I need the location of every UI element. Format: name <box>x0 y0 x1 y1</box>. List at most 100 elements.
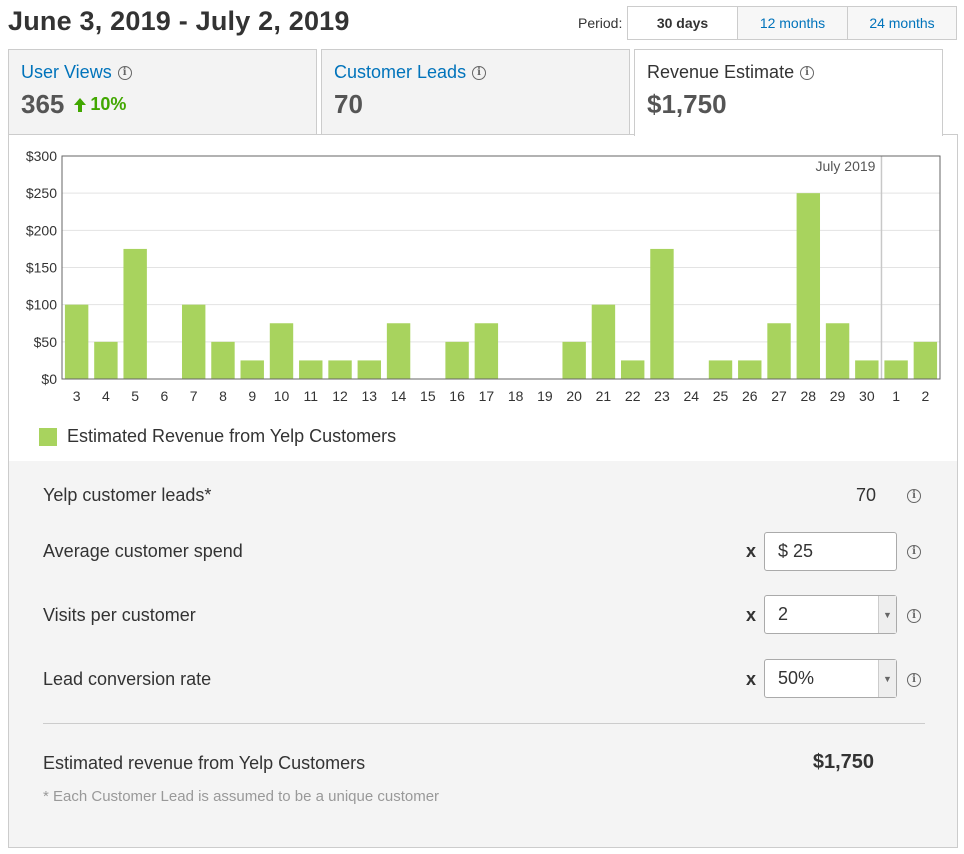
leads-label: Yelp customer leads* <box>43 485 212 505</box>
info-icon[interactable]: i <box>907 489 921 503</box>
bar <box>445 341 469 379</box>
x-tick-label: 1 <box>892 388 900 404</box>
bar <box>825 323 850 379</box>
x-tick-label: 19 <box>537 388 553 404</box>
bar <box>123 248 147 379</box>
spend-input[interactable]: $ 25 <box>764 532 897 571</box>
x-tick-label: 13 <box>362 388 378 404</box>
leads-value: 70 <box>855 485 876 505</box>
revenue-chart: $0 $50 $100 $150 $200 $250 $300 July 2019 3 4 5 6 7 8… <box>9 135 957 461</box>
bar <box>650 248 674 379</box>
x-tick-label: 27 <box>771 388 787 404</box>
info-icon[interactable]: i <box>472 65 487 80</box>
bar <box>386 323 411 379</box>
bar <box>211 341 235 379</box>
info-icon[interactable]: i <box>907 609 921 623</box>
x-tick-label: 15 <box>420 388 436 404</box>
period-12-months-button[interactable]: 12 months <box>737 6 848 40</box>
trend-value: 10% <box>90 94 127 114</box>
x-tick-label: 2 <box>921 388 929 404</box>
info-icon[interactable]: i <box>800 65 815 80</box>
bar <box>767 323 791 379</box>
x-tick-label: 20 <box>566 388 582 404</box>
x-tick-label: 4 <box>102 388 110 404</box>
info-icon[interactable]: i <box>907 673 921 687</box>
bar <box>562 341 586 379</box>
estimate-label: Estimated revenue from Yelp Customers <box>43 753 366 773</box>
chevron-down-icon: ▼ <box>878 596 896 633</box>
info-icon[interactable]: i <box>907 545 921 559</box>
x-tick-label: 30 <box>859 388 875 404</box>
divider <box>43 723 925 724</box>
tab-customer-leads[interactable]: Customer Leads i 70 <box>321 49 630 135</box>
plot-frame <box>61 155 941 380</box>
chevron-down-icon: ▼ <box>878 660 896 697</box>
conversion-select[interactable]: 50% ▼ <box>764 659 897 698</box>
y-tick-label: $200 <box>26 222 57 238</box>
period-24-months-button[interactable]: 24 months <box>847 6 957 40</box>
y-tick-label: $250 <box>26 185 57 201</box>
x-tick-label: 9 <box>248 388 256 404</box>
multiply-sign: x <box>746 541 757 561</box>
x-tick-label: 12 <box>332 388 348 404</box>
x-tick-label: 17 <box>479 388 495 404</box>
x-tick-label: 22 <box>625 388 641 404</box>
x-tick-label: 16 <box>449 388 465 404</box>
x-tick-label: 25 <box>713 388 729 404</box>
revenue-panel: $0 $50 $100 $150 $200 $250 $300 July 2019 3 4 5 6 7 8… <box>8 134 958 848</box>
bar <box>474 323 499 379</box>
x-tick-label: 11 <box>303 388 318 404</box>
revenue-calculator: Yelp customer leads* 70 i Average custom… <box>9 461 957 847</box>
x-tick-label: 14 <box>391 388 407 404</box>
visits-label: Visits per customer <box>43 605 196 625</box>
x-tick-label: 21 <box>596 388 612 404</box>
y-tick-label: $50 <box>34 334 58 350</box>
y-tick-label: $300 <box>26 148 57 164</box>
visits-select[interactable]: 2 ▼ <box>764 595 897 634</box>
trend-indicator: 10% <box>74 94 126 115</box>
period-selector: 30 days 12 months 24 months <box>627 6 957 40</box>
bar <box>738 360 762 379</box>
estimate-value: $1,750 <box>812 751 874 773</box>
visits-select-value: 2 <box>778 604 789 624</box>
x-tick-label: 18 <box>508 388 524 404</box>
x-tick-label: 8 <box>219 388 227 404</box>
period-30-days-button[interactable]: 30 days <box>627 6 738 40</box>
conversion-select-value: 50% <box>778 668 815 688</box>
y-tick-label: $0 <box>41 371 57 387</box>
y-tick-label: $150 <box>26 260 57 276</box>
multiply-sign: x <box>746 669 757 689</box>
tab-label: Revenue Estimate <box>647 62 795 82</box>
arrow-up-icon <box>74 97 87 112</box>
tab-label: Customer Leads <box>334 62 467 82</box>
revenue-estimate-value: $1,750 <box>647 89 727 119</box>
x-tick-label: 29 <box>830 388 846 404</box>
info-icon[interactable]: i <box>117 65 132 80</box>
revenue-chart-svg: $0 $50 $100 $150 $200 $250 $300 July 2019 3 4 5 6 7 8… <box>26 148 941 404</box>
tab-user-views[interactable]: User Views i 365 10% <box>8 49 317 135</box>
page-title: June 3, 2019 - July 2, 2019 <box>8 6 350 36</box>
x-tick-label: 6 <box>161 388 169 404</box>
chart-legend: Estimated Revenue from Yelp Customers <box>39 426 396 447</box>
bar <box>913 341 938 379</box>
x-tick-label: 24 <box>683 388 699 404</box>
multiply-sign: x <box>746 605 757 625</box>
x-tick-label: 23 <box>654 388 670 404</box>
bar <box>884 360 908 379</box>
bar <box>64 304 89 379</box>
conversion-label: Lead conversion rate <box>43 669 212 689</box>
bar <box>240 360 264 379</box>
customer-leads-value: 70 <box>334 89 363 119</box>
spend-label: Average customer spend <box>43 541 243 561</box>
tab-label: User Views <box>21 62 112 82</box>
month-marker-label: July 2019 <box>816 158 876 174</box>
spend-input-value: $ 25 <box>778 541 814 561</box>
y-tick-label: $100 <box>26 297 57 313</box>
bar <box>181 304 206 379</box>
bar <box>708 360 733 379</box>
bar <box>328 360 352 379</box>
tab-revenue-estimate[interactable]: Revenue Estimate i $1,750 <box>634 49 943 136</box>
bar <box>269 323 294 379</box>
bar <box>357 360 382 379</box>
bar <box>796 193 821 379</box>
